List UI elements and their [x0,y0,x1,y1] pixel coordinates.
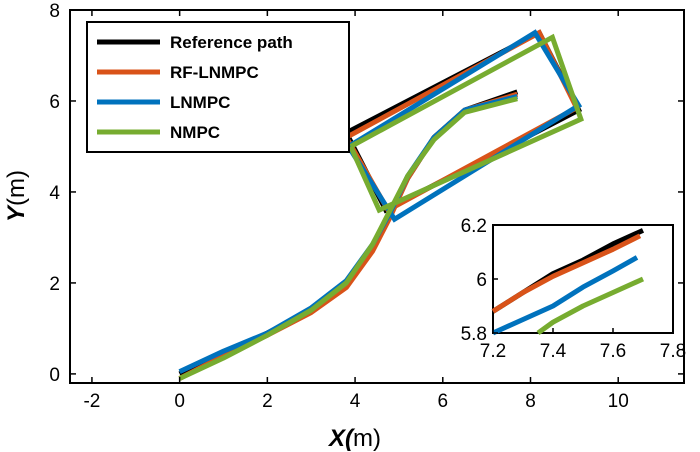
inset-series-line-lnmpc [491,255,639,336]
x-tick-label: 10 [608,391,629,412]
legend-label-rf-lnmpc: RF-LNMPC [170,63,259,82]
inset-axis-ticks: 7.2 7.4 7.6 7.8 5.8 6 6.2 [461,216,687,362]
inset-y-tick-label: 5.8 [461,324,487,345]
inset-series-line-nmpc [536,276,645,336]
y-tick-label: 4 [49,183,60,204]
legend: Reference path RF-LNMPC LNMPC NMPC [86,21,350,153]
inset-y-tick-label: 6 [476,270,487,291]
inset-x-tick-label: 7.8 [660,341,686,362]
y-tick-label: 2 [49,274,60,295]
x-axis-label-paren: ( [345,425,356,452]
x-tick-label: 8 [525,391,536,412]
inset-plot-area [491,228,645,336]
x-tick-label: 0 [174,391,185,412]
series-outline-nmpc [348,33,585,214]
legend-label-nmpc: NMPC [170,123,220,142]
y-axis-label-var: Y [3,204,30,222]
series-line-nmpc [178,96,518,381]
inset-x-tick-label: 7.4 [540,341,567,362]
legend-label-reference: Reference path [170,33,293,52]
inset-series-line-rf-lnmpc [491,233,642,314]
y-tick-label: 6 [49,92,60,113]
main-plot-area [178,29,585,381]
x-tick-label: 4 [350,391,361,412]
inset-x-tick-label: 7.6 [600,341,626,362]
legend-label-lnmpc: LNMPC [170,93,230,112]
x-tick-label: -2 [83,391,100,412]
y-axis-label: Y(m) [3,170,30,222]
x-axis-label-unit: m) [353,425,381,452]
x-tick-label: 2 [262,391,273,412]
main-axes-frame [69,9,685,384]
x-axis-label-var: X [327,425,347,452]
inset-y-tick-label: 6.2 [461,216,487,237]
y-tick-label: 8 [49,1,60,22]
main-axis-ticks: -2 0 2 4 6 8 10 0 2 4 6 8 [49,1,684,412]
y-tick-label: 0 [49,365,60,386]
inset-axes-frame [492,224,674,334]
x-axis-label: X(m) [327,425,381,452]
inset-chart: 7.2 7.4 7.6 7.8 5.8 6 6.2 [461,216,687,362]
x-tick-label: 6 [437,391,448,412]
inset-x-tick-label: 7.2 [480,341,506,362]
y-axis-label-unit: (m) [3,170,30,206]
